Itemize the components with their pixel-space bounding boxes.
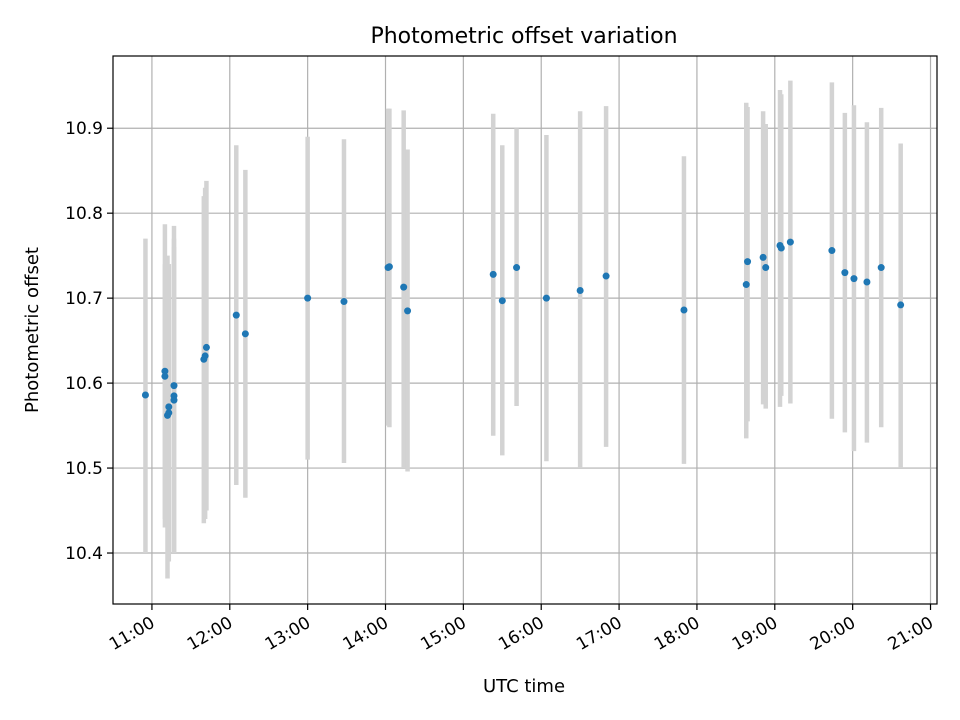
- data-point: [165, 409, 173, 417]
- x-tick-label: 20:00: [807, 613, 859, 655]
- x-axis-label: UTC time: [483, 676, 565, 697]
- y-axis-ticks: 10.4 10.5 10.6 10.7 10.8 10.9: [65, 119, 113, 564]
- data-point: [385, 263, 393, 271]
- x-tick-label: 13:00: [262, 613, 314, 655]
- y-tick-label: 10.6: [65, 374, 103, 394]
- y-tick-label: 10.9: [65, 119, 103, 139]
- data-point: [850, 275, 858, 283]
- y-tick-label: 10.4: [65, 544, 103, 564]
- y-tick-label: 10.8: [65, 204, 103, 224]
- data-point: [513, 264, 521, 272]
- data-point: [897, 301, 905, 309]
- data-point: [340, 298, 348, 306]
- data-point: [404, 307, 412, 315]
- data-point: [841, 269, 849, 277]
- data-point: [170, 396, 178, 404]
- data-point: [576, 286, 584, 294]
- data-point: [744, 258, 752, 266]
- data-point: [680, 306, 688, 314]
- y-tick-label: 10.5: [65, 459, 103, 479]
- data-point: [777, 244, 785, 252]
- x-tick-label: 19:00: [729, 613, 781, 655]
- data-point: [232, 311, 240, 319]
- grid-lines: [113, 56, 937, 604]
- data-point: [762, 264, 770, 272]
- x-axis-ticks: 11:00 12:00 13:00 14:00 15:00 16:00 17:00 18:00…: [106, 604, 937, 655]
- data-point: [400, 283, 408, 291]
- y-axis-label: Photometric offset: [22, 247, 43, 413]
- data-point: [161, 372, 169, 380]
- data-point: [161, 367, 169, 375]
- data-point: [863, 278, 871, 286]
- x-tick-label: 15:00: [417, 613, 469, 655]
- data-point: [602, 272, 610, 280]
- data-point: [304, 294, 312, 302]
- data-point: [742, 281, 750, 289]
- x-tick-label: 12:00: [184, 613, 236, 655]
- data-point: [759, 253, 767, 261]
- data-point: [786, 238, 794, 246]
- data-point: [165, 403, 173, 411]
- data-point: [170, 382, 178, 390]
- data-point: [141, 391, 149, 399]
- x-tick-label: 17:00: [573, 613, 625, 655]
- data-point: [498, 297, 506, 305]
- data-point: [489, 270, 497, 278]
- data-point: [877, 264, 885, 272]
- data-point: [202, 343, 210, 351]
- x-tick-label: 21:00: [885, 613, 937, 655]
- x-tick-label: 16:00: [495, 613, 547, 655]
- error-bars: [143, 80, 903, 579]
- data-point: [828, 247, 836, 255]
- plot-area-frame: [112, 55, 938, 605]
- data-point: [201, 352, 209, 360]
- data-points: [141, 238, 905, 419]
- y-tick-label: 10.7: [65, 289, 103, 309]
- chart-title: Photometric offset variation: [370, 24, 677, 49]
- x-tick-label: 14:00: [340, 613, 392, 655]
- x-tick-label: 11:00: [106, 613, 158, 655]
- x-tick-label: 18:00: [651, 613, 703, 655]
- data-point: [241, 330, 249, 338]
- data-point: [542, 294, 550, 302]
